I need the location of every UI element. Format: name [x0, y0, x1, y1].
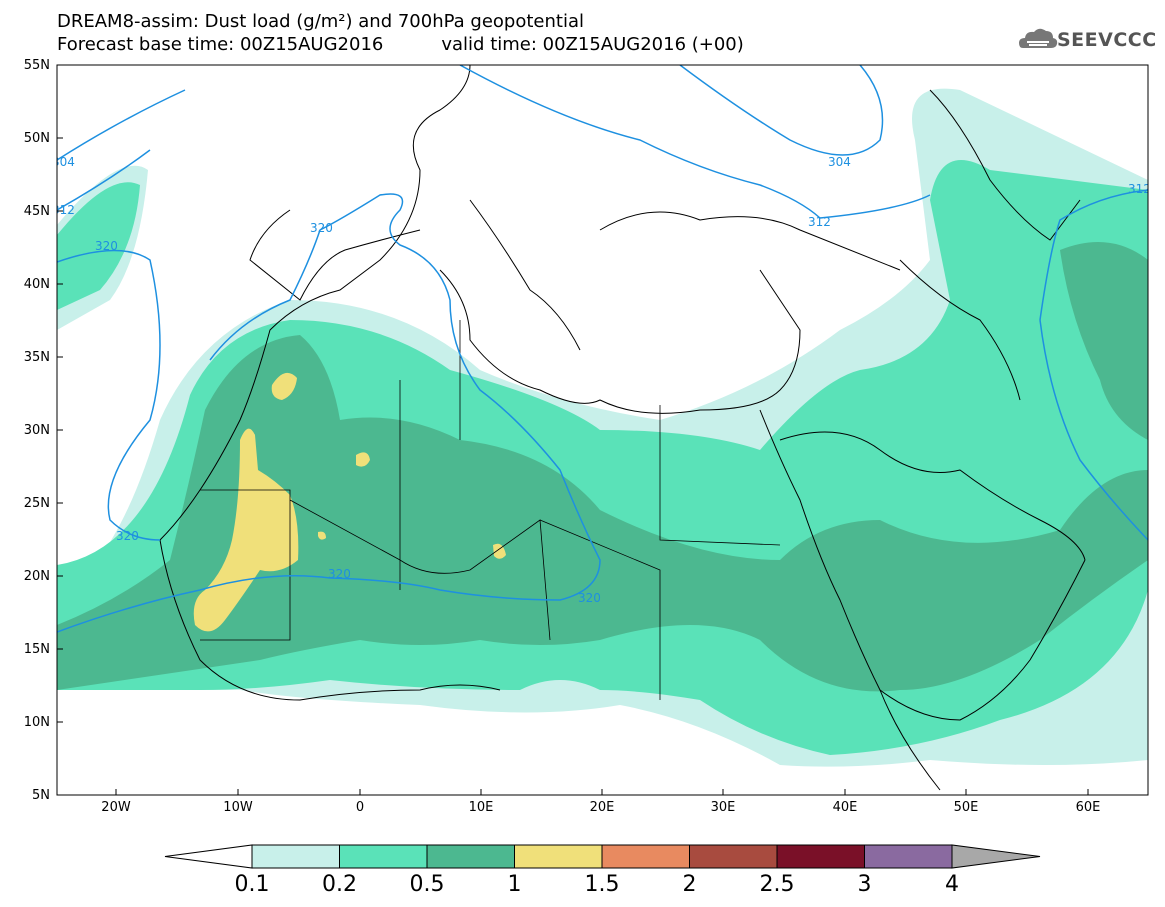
colorbar-level-label: 0.5	[409, 872, 445, 897]
lat-label: 15N	[23, 642, 50, 657]
contour-label: 320	[310, 221, 333, 235]
contour-label: 320	[328, 567, 351, 581]
colorbar-level-label: 1	[507, 872, 522, 897]
axis-ticks	[57, 64, 1089, 795]
valid-time: valid time: 00Z15AUG2016 (+00)	[441, 34, 744, 55]
lon-label: 0	[355, 800, 365, 815]
lat-label: 30N	[23, 423, 50, 438]
dust-level-0.5	[57, 242, 1148, 692]
colorbar-level-label: 0.1	[234, 872, 270, 897]
lat-label: 20N	[23, 569, 50, 584]
coastlines	[159, 65, 1086, 791]
lon-label: 10E	[468, 800, 494, 815]
contour-label: 320	[578, 591, 601, 605]
map-subtitle: Forecast base time: 00Z15AUG2016 valid ti…	[57, 35, 744, 55]
colorbar-level-label: 0.2	[322, 872, 357, 897]
lon-label: 50E	[953, 800, 979, 815]
contour-label: 304	[52, 155, 75, 169]
colorbar-level-label: 3	[857, 872, 872, 897]
base-time: Forecast base time: 00Z15AUG2016	[57, 34, 384, 55]
contour-label: 320	[116, 529, 139, 543]
lat-label: 10N	[23, 715, 50, 730]
contour-label: 312	[1128, 182, 1151, 196]
lat-label: 40N	[23, 277, 50, 292]
colorbar-level-label: 2	[682, 872, 697, 897]
dust-level-1	[193, 372, 506, 632]
map-title: DREAM8-assim: Dust load (g/m²) and 700hP…	[57, 11, 584, 32]
contour-label: 312	[808, 215, 831, 229]
lat-label: 25N	[23, 496, 50, 511]
lon-label: 30E	[710, 800, 736, 815]
contour-labels: 304 312 320 320 304 312 320 320 312	[52, 155, 1151, 605]
colorbar-level-label: 2.5	[759, 872, 795, 897]
colorbar-level-label: 4	[945, 872, 959, 897]
lat-label: 35N	[23, 350, 50, 365]
lon-label: 40E	[832, 800, 858, 815]
lon-label: 20E	[589, 800, 615, 815]
lon-label: 10W	[223, 800, 253, 815]
geopotential-contours	[57, 65, 1148, 633]
lat-label: 55N	[23, 58, 50, 73]
cloud-logo-icon	[1019, 28, 1058, 48]
lat-label: 5N	[32, 788, 50, 803]
lat-label: 50N	[23, 131, 50, 146]
colorbar-level-label: 1.5	[584, 872, 620, 897]
lon-label: 60E	[1075, 800, 1101, 815]
lon-label: 20W	[101, 800, 131, 815]
contour-label: 320	[95, 239, 118, 253]
contour-label: 312	[52, 203, 75, 217]
lat-label: 45N	[23, 204, 50, 219]
logo-text: SEEVCCC	[1057, 29, 1157, 51]
borders	[200, 320, 781, 700]
contour-label: 304	[828, 155, 851, 169]
